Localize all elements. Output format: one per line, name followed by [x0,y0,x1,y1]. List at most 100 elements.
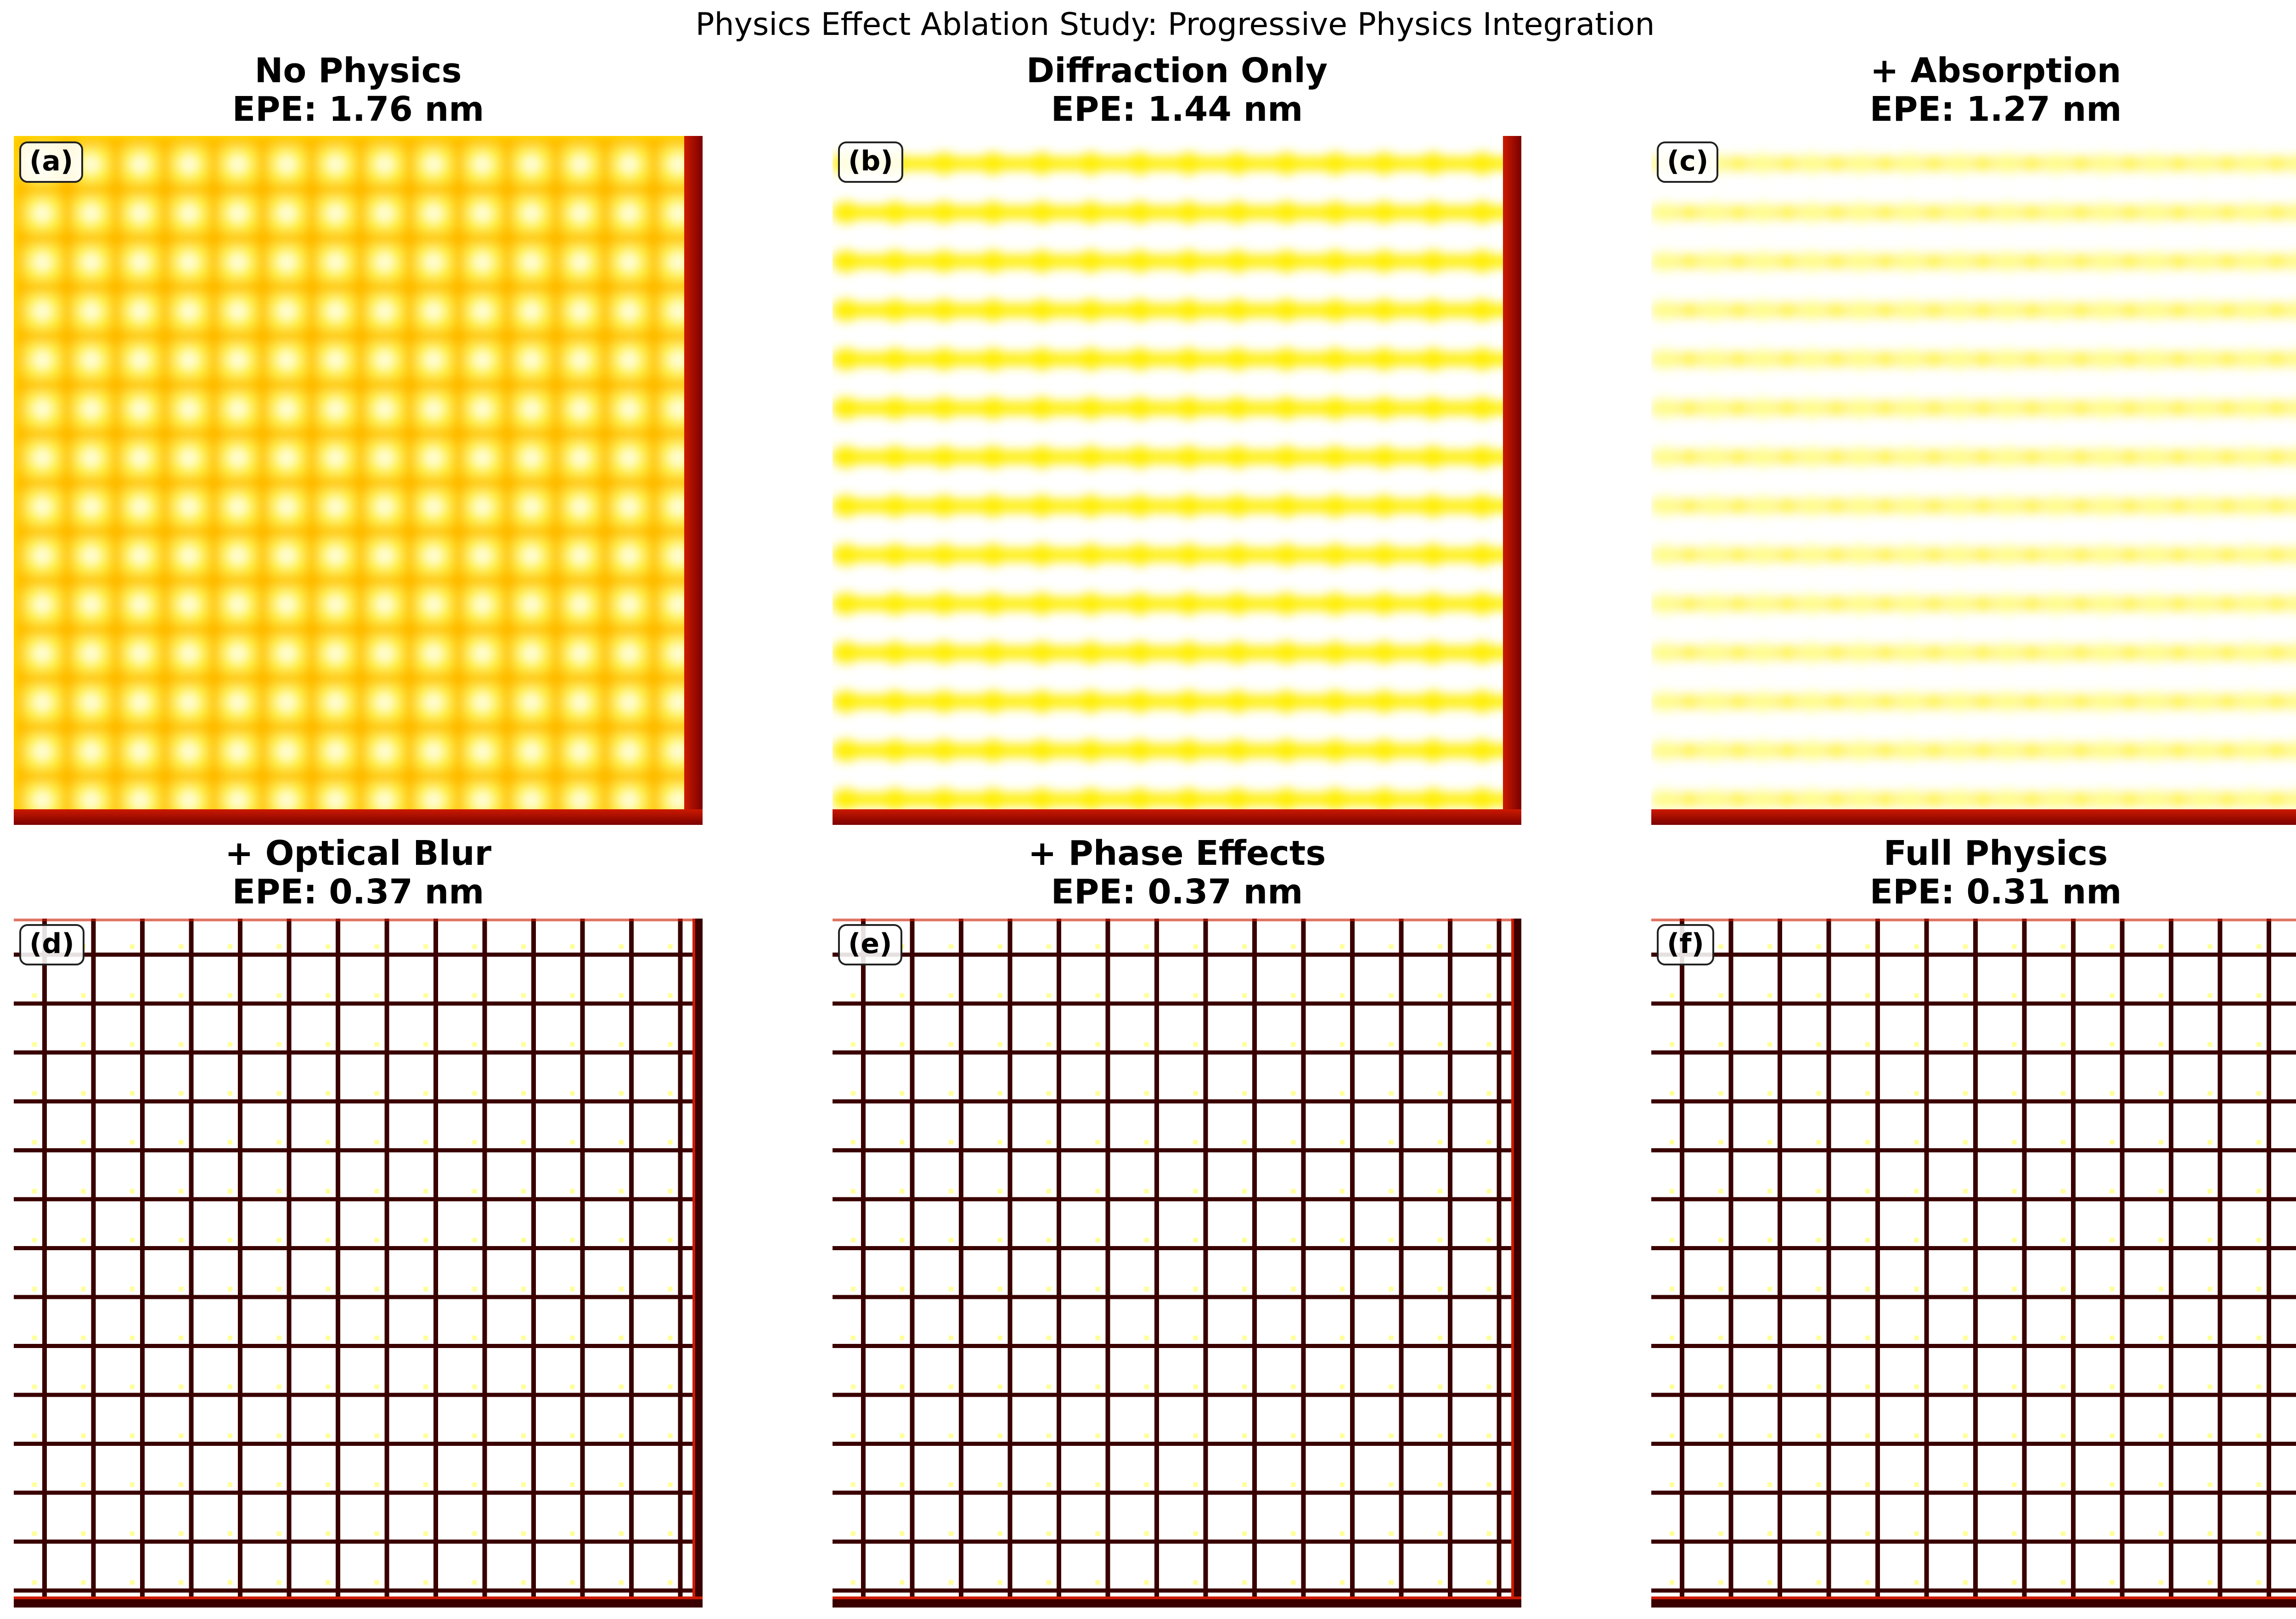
heat-dot [570,1140,575,1145]
heat-dot [228,1531,232,1536]
heat-blob [1471,690,1493,713]
heat-blob [1752,739,1774,762]
heat-dot [1963,1189,1968,1194]
heat-dot [2061,1140,2065,1145]
heat-dot [1670,1189,1674,1194]
heat-dot [1486,1433,1491,1438]
heat-dot [1340,1384,1345,1389]
heatmap-dots [1670,944,2261,1585]
heat-blob [2241,201,2263,224]
heat-dot [1486,944,1491,949]
heat-dot [1767,1482,1772,1487]
heatmap-background [14,919,703,1608]
heat-blob [1324,201,1346,224]
heat-blob [2241,642,2263,664]
heat-blob [1227,348,1249,370]
heat-blob [1850,299,1872,322]
heat-blob [2045,739,2067,762]
heat-dot [175,151,203,178]
heat-dot [1486,1482,1491,1487]
heat-dot [374,993,379,998]
heat-blob [1227,690,1249,713]
heat-dot [126,346,154,374]
heat-dot [32,1042,37,1047]
heat-dot [374,1531,379,1536]
heat-blob [1996,299,2019,322]
heatmap-svg [14,919,703,1608]
heat-blob [884,592,906,615]
heat-dot [1670,1140,1674,1145]
grid-line-horizontal [14,478,703,488]
heat-blob [2045,495,2067,517]
heat-dot [273,444,301,472]
panel-epe: EPE: 1.76 nm [232,90,484,129]
heat-dot [81,1042,86,1047]
heat-dot [1095,1286,1100,1292]
heat-blob [1177,299,1200,322]
heat-blob [1227,299,1249,322]
heatmap-pattern [1651,152,2296,811]
heat-dot [518,199,545,227]
heat-dot [2207,1482,2212,1487]
heat-dot [615,688,643,716]
heat-dot [32,993,37,998]
heat-blob [1703,642,1725,664]
heat-dot [472,944,477,949]
heat-dot [1438,1482,1442,1487]
heat-blob [1373,495,1396,517]
heat-dot [468,151,496,178]
heat-dot [518,786,545,814]
heat-dot [2061,1384,2065,1389]
grid-line-vertical [1875,919,1880,1608]
heat-dot [326,1384,330,1389]
heat-blob [1031,495,1053,517]
heat-blob [1324,299,1346,322]
heat-blob [1947,201,1970,224]
heat-dot [472,1531,477,1536]
heat-dot [468,591,496,619]
heat-dot [619,1189,624,1194]
heat-blob [835,397,857,419]
heat-blob [2192,592,2214,615]
heat-blob [1177,397,1200,419]
heat-dot [2110,1433,2115,1438]
heat-blob [2290,740,2296,761]
heat-dot [228,1286,232,1292]
heat-dot [1914,944,1919,949]
heat-blob [1850,642,1872,664]
heat-dot [1047,1531,1051,1536]
heat-dot [2061,944,2065,949]
heat-dot [851,1482,855,1487]
heat-dot [276,1189,281,1194]
heat-blob [1801,690,1823,713]
heat-dot [273,738,301,765]
heat-blob [1898,299,1921,322]
heat-blob [1947,446,1970,468]
heat-dot [1389,1580,1394,1585]
heat-dot [28,688,56,716]
heat-blob [2045,201,2067,224]
heat-dot [2257,1433,2261,1438]
heat-dot [126,199,154,227]
heat-blob [1654,348,1676,370]
heat-blob [1850,348,1872,370]
heat-blob [1947,739,1970,762]
heat-blob [1324,642,1346,664]
heat-dot [521,1384,526,1389]
heat-dot [423,1482,428,1487]
heat-dot [566,444,594,472]
heat-blob [2241,250,2263,272]
heat-dot [28,640,56,667]
heat-blob [1471,152,1493,175]
heat-blob [1129,446,1151,468]
heat-dot [322,640,349,667]
heat-dot [468,542,496,570]
heat-dot [1816,1384,1821,1389]
heat-dot [224,151,252,178]
heat-dot [518,591,545,619]
heat-blob [2143,642,2165,664]
heat-blob [1080,739,1102,762]
heat-blob [1850,788,1872,811]
panel-epe: EPE: 0.31 nm [1869,872,2122,912]
heat-dot [276,993,281,998]
